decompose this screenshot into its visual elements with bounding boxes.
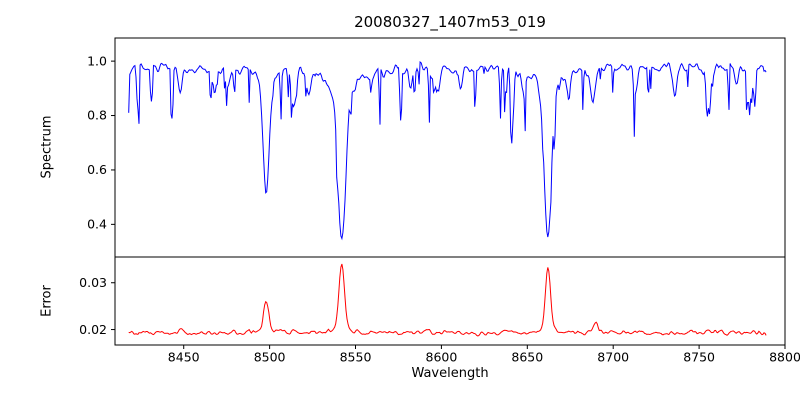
y-tick-label: 0.6 <box>87 162 107 177</box>
x-tick-label: 8500 <box>254 350 286 365</box>
x-tick-label: 8700 <box>597 350 629 365</box>
spectrum-line <box>128 60 767 241</box>
bottom-panel-frame <box>114 256 786 346</box>
y-tick-label: 0.02 <box>79 322 107 337</box>
y-tick-label: 1.0 <box>87 53 107 68</box>
y-tick-label: 0.03 <box>79 275 107 290</box>
x-tick-label: 8750 <box>683 350 715 365</box>
y-axis-label-spectrum: Spectrum <box>39 115 55 179</box>
x-tick-label: 8800 <box>769 350 800 365</box>
x-tick-label: 8450 <box>168 350 200 365</box>
y-axis-label-error: Error <box>39 285 55 317</box>
x-tick-label: 8600 <box>426 350 458 365</box>
error-line <box>128 263 767 337</box>
y-tick-label: 0.4 <box>87 217 107 232</box>
chart-title: 20080327_1407m53_019 <box>354 13 546 31</box>
y-tick-label: 0.8 <box>87 108 107 123</box>
x-tick-label: 8650 <box>511 350 543 365</box>
x-tick-label: 8550 <box>340 350 372 365</box>
x-axis-label: Wavelength <box>411 366 489 381</box>
